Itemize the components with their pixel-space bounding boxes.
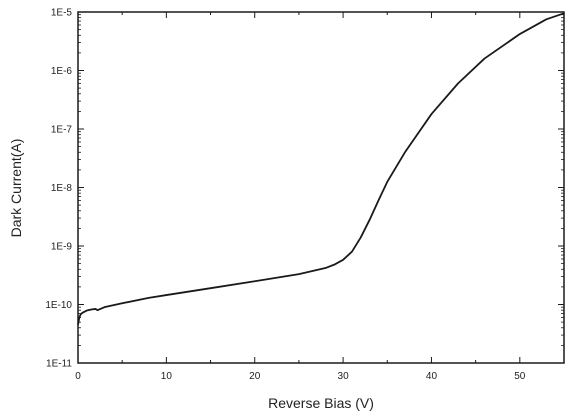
x-tick-label: 20 [249,371,261,382]
y-tick-label: 1E-11 [46,359,72,370]
x-tick-label: 50 [514,371,526,382]
dark-current-series-line [77,12,565,325]
x-tick-label: 10 [161,371,173,382]
x-tick-label: 30 [338,371,350,382]
y-axis-title: Dark Current(A) [8,139,24,238]
x-ticks: 0 10 20 30 40 50 [75,12,526,382]
y-tick-label: 1E-6 [51,66,73,77]
x-axis-title: Reverse Bias (V) [268,395,374,411]
y-tick-label: 1E-10 [45,300,72,311]
y-tick-label: 1E-8 [51,183,73,194]
y-tick-label: 1E-7 [51,125,73,136]
x-tick-label: 0 [75,371,81,382]
series-group [77,12,565,325]
y-ticks: 1E-11 1E-10 1E-9 1E-8 1E-7 1E-6 1E-5 [45,8,564,370]
plot-frame [77,11,565,364]
y-tick-label: 1E-5 [51,8,73,19]
y-tick-label: 1E-9 [51,242,73,253]
x-tick-label: 40 [426,371,438,382]
